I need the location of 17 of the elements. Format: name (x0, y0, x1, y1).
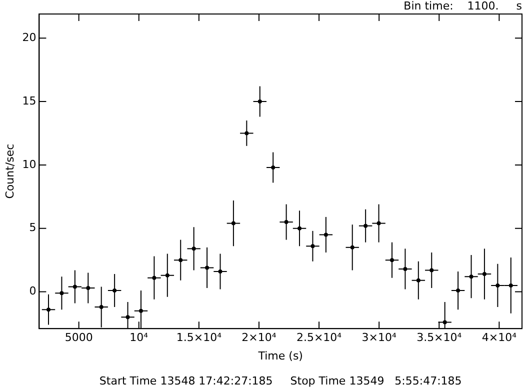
y-tick-label: 10 (22, 158, 36, 171)
x-tick-label: 2×10⁴ (242, 331, 277, 344)
y-axis-title: Count/sec (3, 144, 16, 199)
y-tick-label: 0 (29, 284, 36, 298)
y-tick-label: 20 (22, 30, 36, 44)
x-tick-label: 10⁴ (130, 331, 149, 344)
x-tick-label: 3×10⁴ (362, 331, 397, 344)
x-tick-label: 5000 (64, 331, 93, 344)
x-tick-label: 1.5×10⁴ (176, 331, 222, 344)
x-tick-label: 4×10⁴ (482, 331, 518, 344)
y-tick-label: 15 (22, 94, 36, 108)
y-tick-label: 5 (29, 221, 36, 234)
text: Start Time 13548 17:42:27:185 Stop Time 13549 5:55:47:185 (99, 374, 462, 388)
text: Bin time: 1100. s (404, 0, 522, 12)
x-tick-label: 2.5×10⁴ (296, 331, 342, 344)
x-tick-label: 3.5×10⁴ (416, 331, 462, 344)
x-axis-title: Time (s) (257, 349, 303, 362)
